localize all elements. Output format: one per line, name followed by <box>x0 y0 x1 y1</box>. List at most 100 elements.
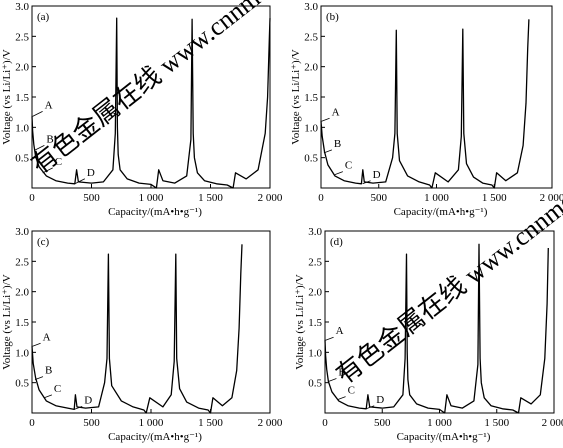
annotation-label: A <box>336 325 344 337</box>
x-tick-label: 0 <box>318 192 324 204</box>
annotation-label: C <box>54 383 61 395</box>
y-tick-label: 0.5 <box>308 378 322 390</box>
x-tick-label: 2 000 <box>542 417 563 429</box>
annotation-label: B <box>334 138 341 150</box>
annotation-label: A <box>332 106 340 118</box>
x-tick-label: 1 000 <box>139 417 164 429</box>
annotation-leader <box>325 336 334 341</box>
y-tick-label: 2.5 <box>304 31 318 43</box>
x-tick-label: 500 <box>83 192 100 204</box>
y-axis-title: Voltage (vs Li/Li⁺)/V <box>294 274 306 369</box>
y-tick-label: 2.5 <box>15 256 29 268</box>
annotation-label: D <box>84 394 92 406</box>
voltage-curve <box>324 243 549 414</box>
voltage-curve <box>31 244 243 414</box>
annotation-label: C <box>345 160 352 172</box>
annotation-leader <box>34 145 45 151</box>
chart-panel-d: 0.5 1.0 1.5 2.0 2.5 3.0 0 500 1 000 1 500 2 000 Cap… <box>294 226 563 443</box>
watermark-text: 有色金属在线 www.cnnmol.com <box>331 150 563 390</box>
y-tick-label: 2.0 <box>308 287 322 299</box>
x-tick-label: 1 000 <box>427 417 452 429</box>
voltage-curve <box>31 17 271 189</box>
x-tick-label: 500 <box>374 417 391 429</box>
y-tick-label: 1.5 <box>304 92 318 104</box>
x-tick-label: 1 500 <box>484 417 509 429</box>
x-tick-label: 2 000 <box>540 192 563 204</box>
panel-label: (d) <box>330 236 343 248</box>
y-tick-label: 3.0 <box>304 1 318 13</box>
x-tick-label: 1 500 <box>198 417 223 429</box>
annotation-leader <box>42 167 53 174</box>
x-tick-label: 1 500 <box>482 192 507 204</box>
x-tick-label: 2 000 <box>258 417 283 429</box>
y-axis-title: Voltage (vs Li/Li⁺)/V <box>1 49 13 144</box>
x-tick-label: 1 000 <box>424 192 449 204</box>
annotation-label: C <box>348 385 355 397</box>
annotation-label: D <box>376 394 384 406</box>
y-tick-label: 1.5 <box>308 317 322 329</box>
annotation-leader <box>334 171 344 176</box>
y-tick-label: 1.0 <box>308 347 322 359</box>
x-axis-title: Capacity/(mA•h•g⁻¹) <box>108 206 202 218</box>
panel-label: (a) <box>37 11 50 23</box>
y-axis-title: Voltage (vs Li/Li⁺)/V <box>290 49 302 144</box>
y-tick-label: 0.5 <box>15 378 29 390</box>
y-tick-label: 1.5 <box>15 92 29 104</box>
x-axis-title: Capacity/(mA•h•g⁻¹) <box>397 431 491 443</box>
x-axis-title: Capacity/(mA•h•g⁻¹) <box>108 431 202 443</box>
y-tick-label: 2.5 <box>15 31 29 43</box>
annotation-leader <box>34 376 44 381</box>
x-axis-title: Capacity/(mA•h•g⁻¹) <box>394 206 488 218</box>
chart-panel-a: 0.5 1.0 1.5 2.0 2.5 3.0 0 500 1 000 1 500 2 000 Cap… <box>1 1 283 218</box>
x-tick-label: 500 <box>83 417 100 429</box>
y-tick-label: 0.5 <box>304 153 318 165</box>
plot-frame <box>320 5 553 189</box>
x-tick-label: 2 000 <box>258 192 283 204</box>
y-axis-title: Voltage (vs Li/Li⁺)/V <box>1 274 13 369</box>
annotation-label: A <box>45 99 53 111</box>
annotation-leader <box>74 178 86 185</box>
chart-panel-b: 0.5 1.0 1.5 2.0 2.5 3.0 0 500 1 000 1 500 2 000 Cap… <box>290 1 563 218</box>
annotation-leader <box>321 117 330 122</box>
annotation-leader <box>32 111 43 117</box>
y-tick-label: 2.0 <box>304 62 318 74</box>
panel-label: (c) <box>37 236 50 248</box>
y-tick-label: 2.0 <box>15 287 29 299</box>
annotation-label: D <box>373 169 381 181</box>
voltage-curve <box>320 19 530 189</box>
annotation-leader <box>32 342 41 347</box>
panel-label: (b) <box>326 11 339 23</box>
y-tick-label: 3.0 <box>15 226 29 238</box>
y-tick-label: 1.0 <box>15 347 29 359</box>
annotation-label: B <box>338 366 345 378</box>
plot-frame <box>324 230 555 414</box>
annotation-leader <box>328 378 337 382</box>
x-tick-label: 0 <box>29 417 35 429</box>
y-tick-label: 2.0 <box>15 62 29 74</box>
x-tick-label: 0 <box>29 192 35 204</box>
annotation-leader <box>366 405 375 410</box>
y-tick-label: 3.0 <box>308 226 322 238</box>
y-tick-label: 0.5 <box>15 153 29 165</box>
annotation-leader <box>323 149 333 154</box>
annotation-leader <box>43 394 53 399</box>
annotation-leader <box>337 396 346 401</box>
annotation-leader <box>74 405 83 410</box>
y-tick-label: 1.0 <box>304 122 318 134</box>
annotation-label: A <box>43 331 51 343</box>
annotation-label: D <box>87 167 95 179</box>
x-tick-label: 500 <box>371 192 388 204</box>
x-tick-label: 0 <box>322 417 328 429</box>
annotation-label: B <box>45 365 52 377</box>
annotation-leader <box>362 180 371 185</box>
chart-panel-c: 0.5 1.0 1.5 2.0 2.5 3.0 0 500 1 000 1 500 2 000 Cap… <box>1 226 283 443</box>
y-tick-label: 2.5 <box>308 256 322 268</box>
y-tick-label: 1.5 <box>15 317 29 329</box>
x-tick-label: 1 000 <box>139 192 164 204</box>
y-tick-label: 1.0 <box>15 122 29 134</box>
x-tick-label: 1 500 <box>198 192 223 204</box>
annotation-label: C <box>55 156 62 168</box>
watermark-text: 有色金属在线 www.cnnmol.com <box>26 0 322 180</box>
annotation-label: B <box>46 133 53 145</box>
